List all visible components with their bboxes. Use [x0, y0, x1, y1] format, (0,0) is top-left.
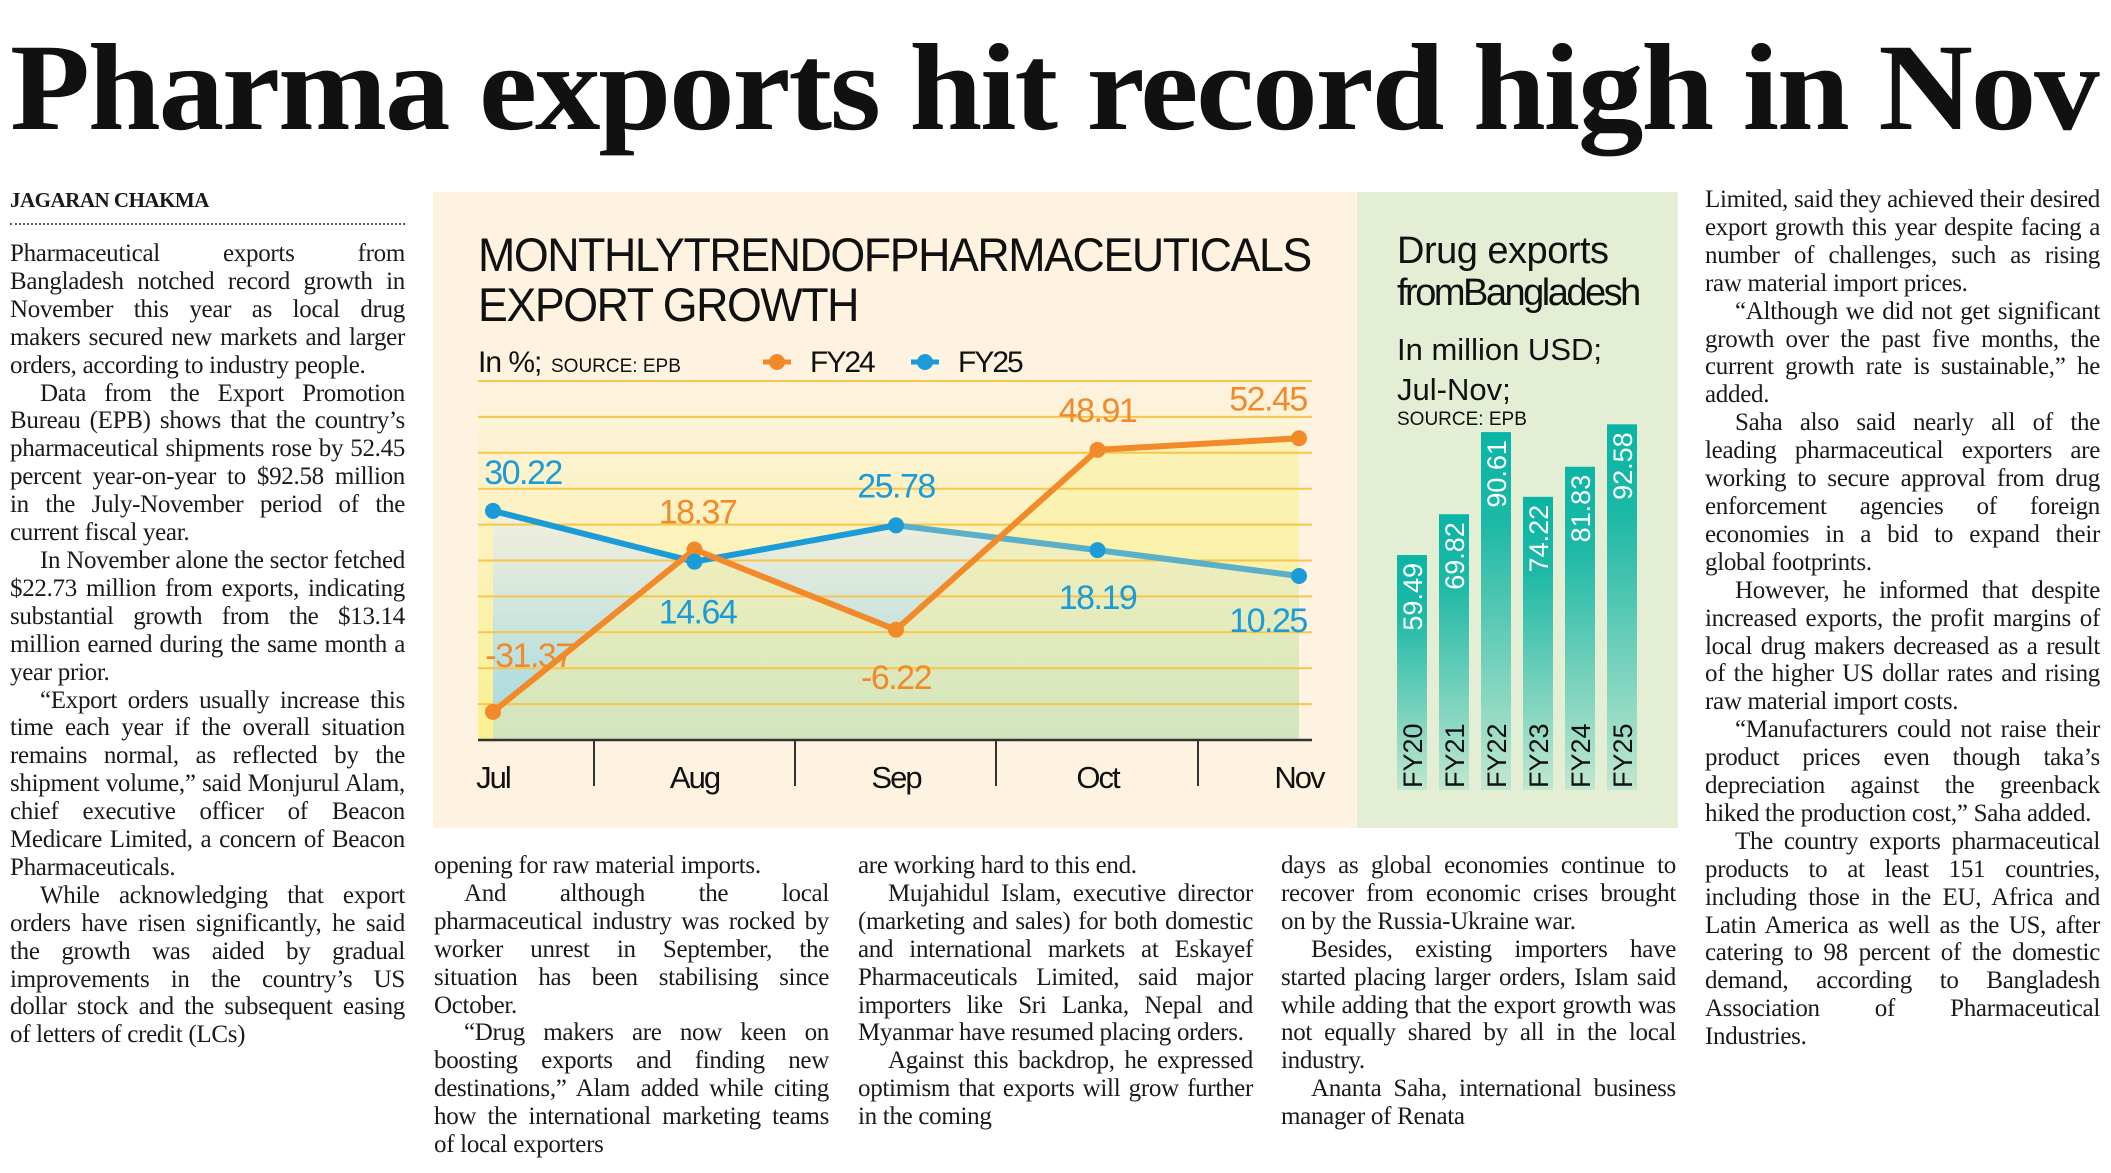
paragraph: Limited, said they achieved their desire…: [1705, 186, 2100, 297]
paragraph: “Drug makers are now keen on boosting ex…: [434, 1019, 829, 1159]
bar-value-label: 90.61: [1482, 440, 1512, 508]
fy25-point: [686, 553, 703, 570]
title-line-1: MONTHLYTRENDOFPHARMACEUTICALS: [478, 228, 1312, 281]
title-line-1: Drug exports: [1397, 230, 1609, 272]
fy24-point: [686, 541, 703, 558]
bar-category-label: FY25: [1608, 723, 1638, 788]
fy24-point: [1291, 430, 1307, 447]
bar-value-label: 69.82: [1440, 522, 1470, 590]
paragraph: “Although we did not get significant gro…: [1705, 297, 2100, 409]
fy25-line-segment: [691, 522, 899, 565]
fy25-line-segment: [1094, 547, 1302, 580]
data-label: 25.78: [857, 467, 935, 505]
fy24-area: [493, 438, 1299, 740]
title-line-2: fromBangladesh: [1397, 272, 1641, 314]
unit-label: In %;: [478, 346, 541, 379]
bar: [1439, 514, 1469, 790]
paragraph: “Manufacturers could not raise their pro…: [1705, 716, 2100, 827]
bar-value-label: 59.49: [1398, 563, 1428, 631]
data-label: 30.22: [484, 454, 562, 492]
article-column-5: Limited, said they achieved their desire…: [1705, 186, 2100, 1051]
bar-chart: 59.49 FY20 69.82 FY21 90.61 FY22 74.22 FY23 81.8…: [1397, 424, 1638, 790]
bar-category-label: FY21: [1440, 723, 1470, 788]
data-label: 18.37: [659, 494, 737, 532]
title-line-2: EXPORT GROWTH: [478, 278, 859, 331]
legend-label: FY24: [810, 346, 875, 379]
fy24-line-segment: [893, 446, 1101, 633]
bar-chart-title: Drug exports fromBangladesh: [1397, 230, 1641, 314]
x-tick-label: Jul: [476, 760, 510, 795]
paragraph: The country exports pharmaceutical produ…: [1705, 827, 2100, 1051]
legend-label: FY25: [958, 346, 1023, 379]
paragraph: Pharmaceutical exports from Bangladesh n…: [10, 240, 405, 379]
article-column-1: Pharmaceutical exports from Bangladesh n…: [10, 240, 405, 1049]
byline: JAGARAN CHAKMA: [10, 188, 405, 225]
paragraph: In November alone the sector fetched $22…: [10, 546, 405, 686]
legend-marker-dot: [769, 354, 785, 370]
paragraph: are working hard to this end.: [858, 852, 1137, 879]
bar-category-label: FY24: [1566, 723, 1596, 788]
bar: [1607, 424, 1637, 790]
line-chart-panel: MONTHLYTRENDOFPHARMACEUTICALS EXPORT GRO…: [433, 192, 1357, 828]
fy24-point: [485, 703, 501, 720]
x-tick-label: Oct: [1076, 760, 1121, 795]
data-label: 18.19: [1059, 579, 1137, 617]
article-column-4: days as global economies continue to rec…: [1281, 852, 1676, 1131]
bar: [1565, 466, 1595, 790]
period-label: Jul-Nov;: [1397, 372, 1511, 407]
paragraph: While acknowledging that export orders h…: [10, 881, 405, 1049]
paragraph: And although the local pharmaceutical in…: [434, 879, 829, 1019]
bar: [1523, 496, 1553, 790]
data-label: -31.37: [485, 637, 573, 675]
source-label: SOURCE: EPB: [1397, 409, 1527, 430]
paragraph: Besides, existing importers have started…: [1281, 935, 1676, 1075]
headline: Pharma exports hit record high in Nov: [10, 19, 2100, 156]
fy25-point: [1291, 568, 1307, 585]
bar-category-label: FY20: [1398, 723, 1428, 788]
paragraph: “Export orders usually increase this tim…: [10, 686, 405, 881]
bar-chart-subtitle: In million USD; Jul-Nov;: [1397, 330, 1602, 410]
x-tick-label: Nov: [1274, 760, 1326, 795]
data-label: 10.25: [1229, 602, 1307, 640]
legend-marker-dot: [917, 354, 933, 370]
x-tick-label: Sep: [871, 760, 921, 795]
line-chart: Jul Aug Sep Oct Nov -31.37 18.37 -6.22 48.91 52.4…: [476, 346, 1328, 795]
data-label: 14.64: [659, 594, 737, 632]
line-chart-title: MONTHLYTRENDOFPHARMACEUTICALS EXPORT GRO…: [478, 228, 1312, 331]
source-label: SOURCE: EPB: [551, 356, 681, 377]
x-tick-label: Aug: [670, 760, 720, 795]
paragraph: Saha also said nearly all of the leading…: [1705, 409, 2100, 576]
bar-value-label: 74.22: [1524, 505, 1554, 573]
paragraph: Ananta Saha, international business mana…: [1281, 1075, 1676, 1131]
paragraph: However, he informed that despite increa…: [1705, 576, 2100, 716]
data-label: -6.22: [861, 659, 932, 697]
data-label: 52.45: [1229, 380, 1307, 418]
paragraph: Data from the Export Promotion Bureau (E…: [10, 379, 405, 547]
unit-label: In million USD;: [1397, 332, 1602, 367]
paragraph: days as global economies continue to rec…: [1281, 852, 1676, 935]
article-column-3: are working hard to this end. Mujahidul I…: [858, 852, 1253, 1131]
data-label: 48.91: [1059, 392, 1137, 430]
bar-category-label: FY22: [1482, 723, 1512, 788]
bar: [1397, 555, 1427, 790]
article-column-2: opening for raw material imports. And alt…: [434, 852, 829, 1159]
bar-value-label: 92.58: [1608, 432, 1638, 500]
bar: [1481, 432, 1511, 790]
paragraph: opening for raw material imports.: [434, 852, 761, 879]
fy25-line-segment: [490, 507, 698, 565]
fy24-point: [888, 621, 904, 638]
paragraph: Mujahidul Islam, executive director (mar…: [858, 879, 1253, 1047]
bar-category-label: FY23: [1524, 723, 1554, 788]
fy24-line-segment: [691, 546, 899, 633]
fy25-point: [1089, 542, 1106, 559]
bar-value-label: 81.83: [1566, 475, 1596, 543]
fy24-line-segment: [490, 546, 698, 715]
fy25-point: [888, 517, 904, 534]
fy25-point: [485, 502, 501, 519]
fy24-line-segment: [1094, 435, 1302, 453]
fy24-point: [1089, 441, 1106, 458]
paragraph: Against this backdrop, he expressed opti…: [858, 1047, 1253, 1131]
bar-chart-panel: Drug exports fromBangladesh In million U…: [1357, 192, 1678, 828]
